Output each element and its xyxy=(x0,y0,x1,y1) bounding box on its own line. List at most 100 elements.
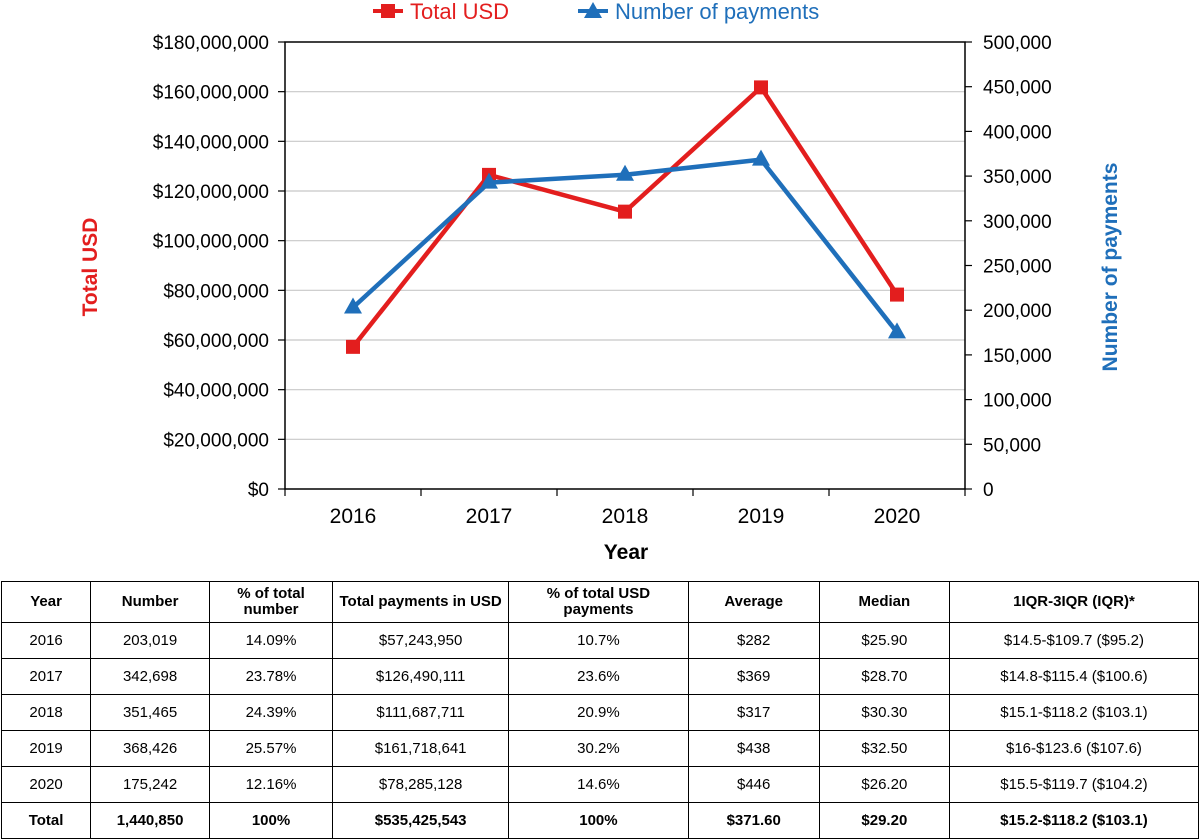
plot-area-frame xyxy=(284,41,966,490)
table-cell: $438 xyxy=(687,730,820,767)
payments-summary-table: Year Number % of total number Total paym… xyxy=(0,581,1200,839)
x-axis-title: Year xyxy=(604,541,648,564)
table-cell: 1,440,850 xyxy=(90,802,211,839)
table-cell: $282 xyxy=(687,622,820,659)
table-row: 2016 203,019 14.09% $57,243,950 10.7% $282 $25… xyxy=(0,622,1200,659)
legend-triangle-marker-icon xyxy=(584,2,602,18)
table-cell: 10.7% xyxy=(508,622,689,659)
table-cell: 30.2% xyxy=(508,730,689,767)
table-cell: 24.39% xyxy=(209,694,333,731)
data-point-number-of-payments xyxy=(752,149,770,166)
table-cell: $369 xyxy=(687,658,820,695)
table-cell: $371.60 xyxy=(687,802,820,839)
table-cell: 20.9% xyxy=(508,694,689,731)
dual-axis-line-chart: $0 $20,000,000 $40,000,000 $60,000,000 $80,0… xyxy=(79,0,1122,564)
x-axis-tick-label: 2016 xyxy=(330,505,377,528)
table-cell: $535,425,543 xyxy=(331,802,510,839)
right-axis-tick-label: 200,000 xyxy=(983,301,1052,322)
table-cell: 342,698 xyxy=(90,658,211,695)
table-cell: 351,465 xyxy=(90,694,211,731)
col-header-number: Number xyxy=(90,581,211,623)
left-axis-tick-label: $0 xyxy=(248,480,269,501)
legend: Total USD Number of payments xyxy=(373,0,819,24)
table-cell: $57,243,950 xyxy=(331,622,510,659)
table-cell: 12.16% xyxy=(209,766,333,803)
table-cell: 25.57% xyxy=(209,730,333,767)
data-point-total-usd xyxy=(346,339,360,354)
table-cell: $15.1-$118.2 ($103.1) xyxy=(948,694,1200,731)
table-row: 2020 175,242 12.16% $78,285,128 14.6% $446 $26… xyxy=(0,766,1200,803)
right-axis-tick-label: 250,000 xyxy=(983,257,1052,278)
right-axis-tick-label: 0 xyxy=(983,480,994,501)
left-axis-tick-labels: $0 $20,000,000 $40,000,000 $60,000,000 $80,0… xyxy=(153,33,285,501)
data-point-number-of-payments xyxy=(888,322,906,339)
table-row: 2017 342,698 23.78% $126,490,111 23.6% $369 $2… xyxy=(0,658,1200,695)
table-cell: $78,285,128 xyxy=(331,766,510,803)
legend-entry-total-usd: Total USD xyxy=(373,0,509,24)
left-axis-tick-label: $60,000,000 xyxy=(163,331,269,352)
left-axis-tick-label: $100,000,000 xyxy=(153,232,269,253)
right-axis-tick-label: 150,000 xyxy=(983,346,1052,367)
table-cell: $25.90 xyxy=(818,622,950,659)
table-cell: $28.70 xyxy=(818,658,950,695)
table-cell: $30.30 xyxy=(818,694,950,731)
table-cell: 2018 xyxy=(0,694,92,731)
table-cell: 2020 xyxy=(0,766,92,803)
table-cell: $161,718,641 xyxy=(331,730,510,767)
right-axis-tick-label: 400,000 xyxy=(983,122,1052,143)
series-layer xyxy=(344,80,906,354)
table-cell: $126,490,111 xyxy=(331,658,510,695)
table-cell: $14.8-$115.4 ($100.6) xyxy=(948,658,1200,695)
left-axis-tick-label: $180,000,000 xyxy=(153,33,269,54)
table-cell: 23.6% xyxy=(508,658,689,695)
x-axis-tick-label: 2019 xyxy=(738,505,785,528)
left-axis-tick-label: $140,000,000 xyxy=(153,132,269,153)
right-axis-tick-label: 50,000 xyxy=(983,435,1041,456)
table-cell: Total xyxy=(0,802,92,839)
table-cell: 2017 xyxy=(0,658,92,695)
x-axis-tick-labels: 2016 2017 2018 2019 2020 xyxy=(330,505,921,528)
table-cell: $317 xyxy=(687,694,820,731)
right-axis-title: Number of payments xyxy=(1099,163,1122,372)
legend-entry-number-of-payments: Number of payments xyxy=(578,0,819,24)
table-cell: $15.2-$118.2 ($103.1) xyxy=(948,802,1200,839)
col-header-iqr: 1IQR-3IQR (IQR)* xyxy=(948,581,1200,623)
left-axis-tick-label: $40,000,000 xyxy=(163,381,269,402)
data-point-total-usd xyxy=(890,287,904,302)
col-header-total-usd: Total payments in USD xyxy=(331,581,510,623)
table-cell: $32.50 xyxy=(818,730,950,767)
right-axis-tick-label: 350,000 xyxy=(983,167,1052,188)
table-cell: 14.6% xyxy=(508,766,689,803)
data-point-total-usd xyxy=(754,80,768,95)
col-header-median: Median xyxy=(818,581,950,623)
left-axis-title: Total USD xyxy=(79,218,102,317)
x-axis-tick-label: 2017 xyxy=(466,505,513,528)
table-cell: $29.20 xyxy=(818,802,950,839)
right-axis-tick-labels: 0 50,000 100,000 150,000 200,000 250,000 300,0… xyxy=(965,33,1052,501)
table-row: 2019 368,426 25.57% $161,718,641 30.2% $438 $3… xyxy=(0,730,1200,767)
table-cell: $16-$123.6 ($107.6) xyxy=(948,730,1200,767)
table-header-row: Year Number % of total number Total paym… xyxy=(0,581,1200,623)
x-axis-tick-label: 2020 xyxy=(874,505,921,528)
table-cell: $26.20 xyxy=(818,766,950,803)
data-point-number-of-payments xyxy=(344,297,362,314)
right-axis-tick-label: 500,000 xyxy=(983,33,1052,54)
table-cell: $15.5-$119.7 ($104.2) xyxy=(948,766,1200,803)
right-axis-tick-label: 300,000 xyxy=(983,212,1052,233)
col-header-year: Year xyxy=(0,581,92,623)
col-header-pct-number: % of total number xyxy=(209,581,333,623)
table-cell: 100% xyxy=(508,802,689,839)
table-total-row: Total 1,440,850 100% $535,425,543 100% $371.6… xyxy=(0,802,1200,839)
legend-label-total-usd: Total USD xyxy=(410,0,509,24)
left-axis-tick-label: $80,000,000 xyxy=(163,281,269,302)
col-header-average: Average xyxy=(687,581,820,623)
left-axis-tick-label: $160,000,000 xyxy=(153,83,269,104)
table-cell: $111,687,711 xyxy=(331,694,510,731)
table-cell: 175,242 xyxy=(90,766,211,803)
left-axis-tick-label: $20,000,000 xyxy=(163,430,269,451)
right-axis-tick-label: 100,000 xyxy=(983,391,1052,412)
table-cell: 2016 xyxy=(0,622,92,659)
x-axis-tick-label: 2018 xyxy=(602,505,649,528)
table-cell: 203,019 xyxy=(90,622,211,659)
table-row: 2018 351,465 24.39% $111,687,711 20.9% $317 $3… xyxy=(0,694,1200,731)
